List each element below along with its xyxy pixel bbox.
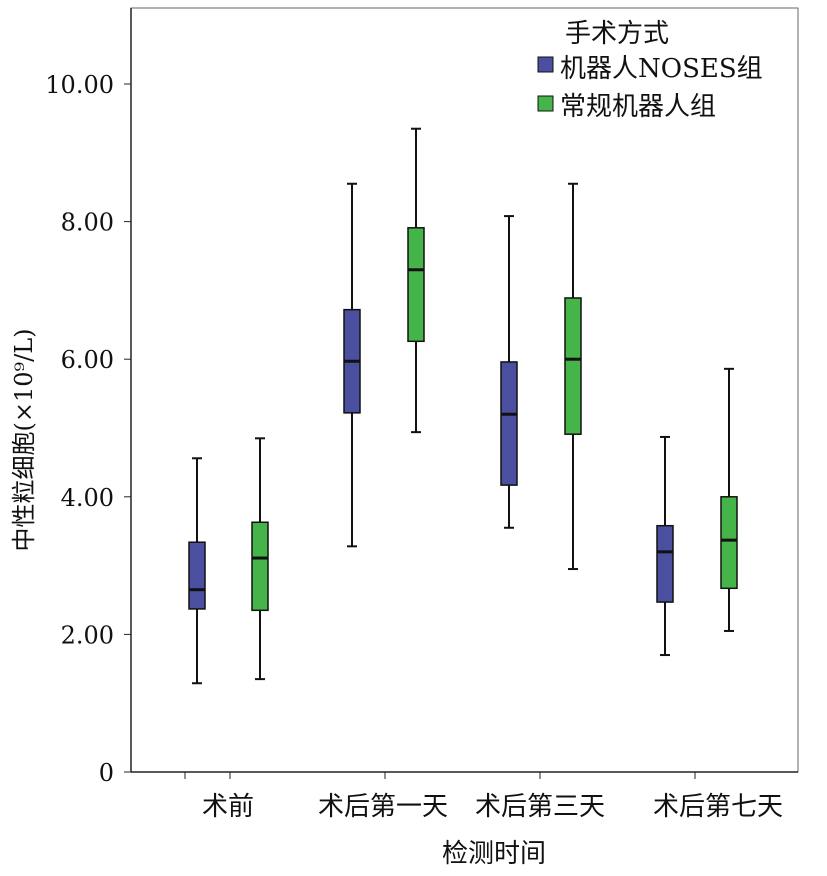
legend-label-noses: 机器人NOSES组: [560, 54, 763, 84]
y-tick-label: 2.00: [61, 621, 114, 649]
box-conventional-1: [407, 127, 425, 434]
x-axis-label: 检测时间: [442, 839, 546, 869]
legend-swatch-noses: [537, 56, 554, 73]
box-noses-3: [656, 435, 674, 657]
iqr-box: [656, 524, 674, 603]
box-conventional-2: [564, 182, 582, 571]
box-noses-2: [500, 215, 518, 529]
legend-swatch-conventional: [537, 95, 554, 112]
box-noses-0: [188, 457, 206, 685]
box-conventional-3: [720, 367, 738, 632]
iqr-box: [720, 496, 738, 590]
y-axis-label: 中性粒细胞(×10⁹/L): [10, 328, 38, 551]
plot-frame: [130, 7, 799, 773]
box-noses-1: [343, 182, 361, 548]
legend-title: 手术方式: [565, 19, 669, 49]
iqr-box: [500, 361, 518, 486]
box-conventional-0: [251, 437, 269, 681]
x-tick-label: 术后第七天: [653, 792, 783, 822]
y-tick-label: 0: [99, 759, 114, 787]
legend: 手术方式 机器人NOSES组 常规机器人组: [537, 19, 763, 122]
y-tick-label: 10.00: [45, 71, 114, 99]
y-tick-label: 8.00: [61, 209, 114, 237]
x-tick-label: 术后第三天: [475, 792, 605, 822]
legend-label-conventional: 常规机器人组: [560, 92, 716, 122]
iqr-box: [564, 297, 582, 435]
iqr-box: [407, 227, 425, 343]
iqr-box: [251, 521, 269, 612]
x-tick-label: 术前: [202, 792, 254, 822]
x-tick-label: 术后第一天: [318, 792, 448, 822]
y-tick-label: 4.00: [61, 484, 114, 512]
y-tick-label: 6.00: [61, 346, 114, 374]
iqr-box: [188, 541, 206, 610]
